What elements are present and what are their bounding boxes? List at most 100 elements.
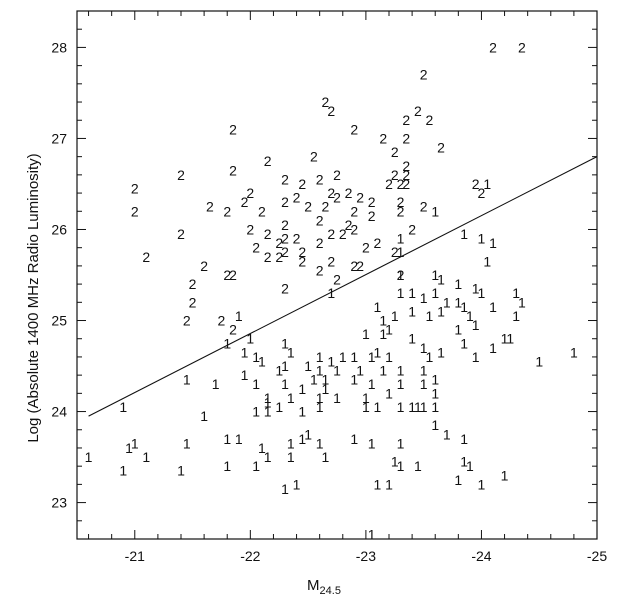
point-marker-1: 1: [350, 431, 358, 447]
point-marker-1: 1: [368, 376, 376, 392]
point-marker-1: 1: [397, 376, 405, 392]
x-axis-title: M24.5: [307, 577, 341, 597]
point-marker-1: 1: [264, 449, 272, 465]
point-marker-1: 1: [316, 399, 324, 415]
point-marker-1: 1: [362, 326, 370, 342]
point-marker-1: 1: [397, 244, 405, 260]
point-marker-1: 1: [264, 390, 272, 406]
point-marker-1: 1: [518, 294, 526, 310]
point-marker-1: 1: [322, 449, 330, 465]
point-marker-1: 1: [142, 449, 150, 465]
point-marker-2: 2: [402, 176, 410, 192]
point-marker-1: 1: [379, 363, 387, 379]
point-marker-1: 1: [570, 344, 578, 360]
point-marker-1: 1: [252, 376, 260, 392]
point-marker-1: 1: [350, 349, 358, 365]
point-marker-2: 2: [246, 221, 254, 237]
point-marker-1: 1: [466, 308, 474, 324]
point-marker-2: 2: [379, 130, 387, 146]
point-marker-2: 2: [391, 167, 399, 183]
point-marker-1: 1: [454, 322, 462, 338]
point-marker-2: 2: [414, 103, 422, 119]
x-tick-label: -25: [587, 548, 607, 564]
y-tick-label: 24: [51, 404, 67, 420]
point-marker-2: 2: [229, 267, 237, 283]
point-marker-2: 2: [489, 39, 497, 55]
point-marker-1: 1: [362, 390, 370, 406]
point-marker-1: 1: [339, 349, 347, 365]
point-marker-1: 1: [431, 372, 439, 388]
point-marker-2: 2: [350, 121, 358, 137]
point-marker-1: 1: [414, 399, 422, 415]
point-marker-1: 1: [431, 285, 439, 301]
point-marker-1: 1: [298, 381, 306, 397]
point-marker-1: 1: [431, 267, 439, 283]
point-marker-1: 1: [322, 372, 330, 388]
point-marker-2: 2: [316, 171, 324, 187]
x-tick-label: -22: [240, 548, 260, 564]
point-marker-1: 1: [431, 203, 439, 219]
point-marker-2: 2: [368, 194, 376, 210]
point-marker-1: 1: [281, 335, 289, 351]
point-marker-2: 2: [316, 212, 324, 228]
point-marker-1: 1: [420, 399, 428, 415]
point-marker-2: 2: [420, 67, 428, 83]
point-marker-2: 2: [327, 185, 335, 201]
point-marker-1: 1: [258, 440, 266, 456]
point-marker-1: 1: [472, 281, 480, 297]
point-marker-1: 1: [397, 231, 405, 247]
y-tick-label: 23: [51, 495, 67, 511]
point-marker-1: 1: [478, 285, 486, 301]
point-marker-1: 1: [374, 344, 382, 360]
point-marker-2: 2: [426, 112, 434, 128]
point-marker-2: 2: [397, 267, 405, 283]
x-tick-label: -21: [125, 548, 145, 564]
point-marker-1: 1: [460, 431, 468, 447]
point-marker-1: 1: [443, 294, 451, 310]
point-marker-1: 1: [374, 476, 382, 492]
point-marker-2: 2: [304, 199, 312, 215]
point-marker-1: 1: [85, 449, 93, 465]
point-marker-1: 1: [125, 440, 133, 456]
point-marker-1: 1: [281, 481, 289, 497]
point-marker-2: 2: [281, 171, 289, 187]
point-marker-2: 2: [333, 190, 341, 206]
point-marker-1: 1: [478, 476, 486, 492]
dividing-line: [88, 156, 598, 417]
point-marker-2: 2: [374, 235, 382, 251]
point-marker-2: 2: [350, 203, 358, 219]
point-marker-1: 1: [466, 458, 474, 474]
point-marker-1: 1: [316, 363, 324, 379]
point-marker-1: 1: [391, 454, 399, 470]
point-marker-2: 2: [420, 199, 428, 215]
point-marker-2: 2: [298, 244, 306, 260]
point-marker-1: 1: [298, 404, 306, 420]
plot-frame: [76, 10, 598, 540]
y-tick-label: 28: [51, 39, 67, 55]
point-marker-1: 1: [431, 399, 439, 415]
point-marker-2: 2: [333, 272, 341, 288]
point-marker-1: 1: [478, 231, 486, 247]
point-marker-2: 2: [229, 121, 237, 137]
point-marker-1: 1: [408, 399, 416, 415]
point-marker-1: 1: [437, 272, 445, 288]
point-marker-2: 2: [362, 240, 370, 256]
point-marker-1: 1: [275, 363, 283, 379]
x-tick-labels: -21 -22 -23 -24 -25: [125, 548, 608, 564]
point-marker-1: 1: [316, 435, 324, 451]
point-marker-2: 2: [131, 203, 139, 219]
point-marker-1: 1: [310, 372, 318, 388]
point-marker-1: 1: [264, 394, 272, 410]
x-tick-label: -23: [356, 548, 376, 564]
point-marker-2: 2: [275, 249, 283, 265]
point-marker-1: 1: [131, 435, 139, 451]
y-axis-title: Log (Absolute 1400 MHz Radio Luminosity): [25, 153, 42, 442]
point-marker-1: 1: [501, 331, 509, 347]
point-marker-2: 2: [402, 167, 410, 183]
point-marker-2: 2: [356, 190, 364, 206]
point-marker-1: 1: [420, 376, 428, 392]
point-marker-2: 2: [264, 226, 272, 242]
point-marker-1: 1: [241, 344, 249, 360]
point-marker-2: 2: [397, 203, 405, 219]
